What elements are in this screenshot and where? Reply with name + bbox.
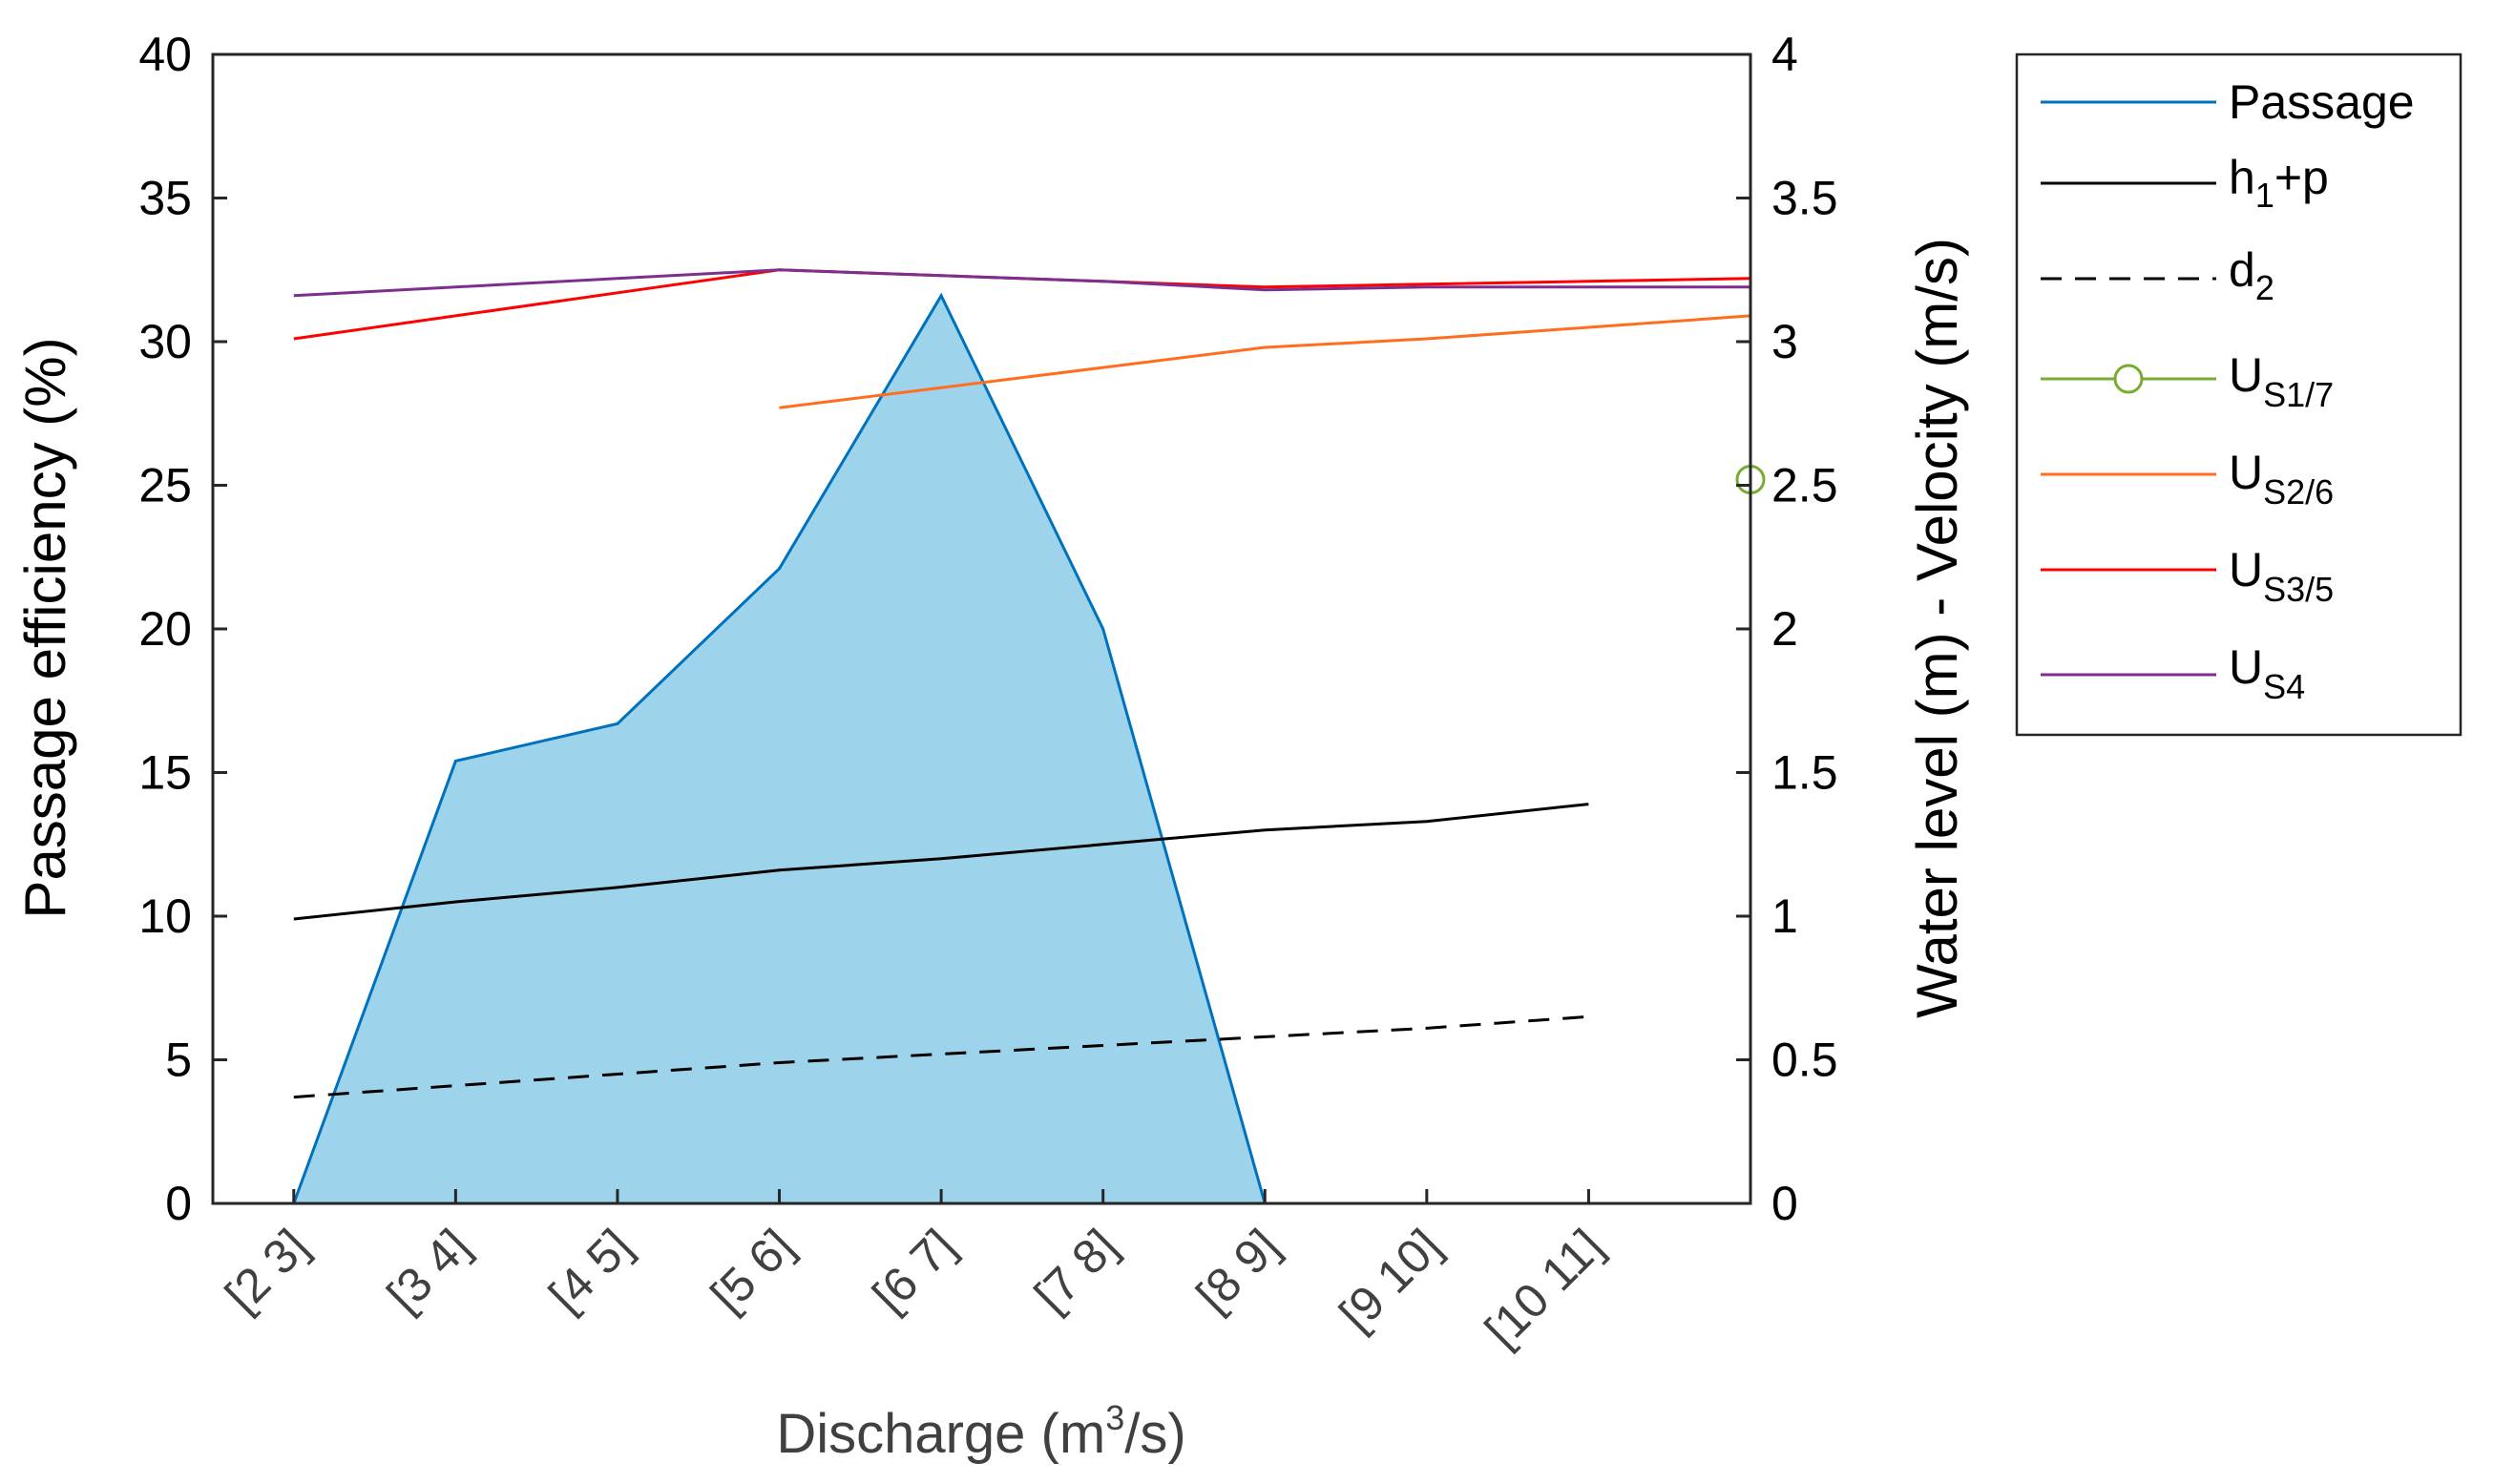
legend-label-us17-main: U xyxy=(2229,348,2263,402)
x-axis-title: Discharge (m3/s) xyxy=(776,1398,1185,1465)
x-tick-label-0: [2 3] xyxy=(215,1219,318,1322)
x-tick-label-3: [5 6] xyxy=(701,1219,804,1322)
x-axis-title-main: Discharge (m xyxy=(776,1403,1105,1465)
legend-label-us35: US3/5 xyxy=(2229,543,2334,609)
y-left-tick-label-0: 0 xyxy=(165,1177,192,1230)
legend-label-passage: Passage xyxy=(2229,75,2415,129)
legend-label-d2-main: d xyxy=(2229,243,2255,297)
y-left-tick-label-4: 20 xyxy=(138,602,192,656)
legend-label-us26-sub: S2/6 xyxy=(2263,472,2334,512)
y-right-tick-label-7: 3.5 xyxy=(1771,172,1838,225)
y-left-tick-label-1: 5 xyxy=(165,1034,192,1087)
y-left-tick-label-7: 35 xyxy=(138,172,192,225)
y-right-tick-label-2: 1 xyxy=(1771,889,1798,943)
legend-label-us17-sub: S1/7 xyxy=(2263,375,2334,414)
legend-label-h1p-sub: 1 xyxy=(2255,176,2274,215)
y-left-tick-label-8: 40 xyxy=(138,28,192,81)
x-axis-title-superscript: 3 xyxy=(1105,1398,1124,1437)
y-right-tick-label-6: 3 xyxy=(1771,315,1798,368)
series-h1p-line xyxy=(293,803,1589,921)
x-tick-label-8: [10 11] xyxy=(1475,1219,1613,1357)
y-right-tick-label-0: 0 xyxy=(1771,1177,1798,1230)
series-passage-point-3 xyxy=(778,567,782,571)
series-passage-area xyxy=(293,295,1589,1203)
series-us4-line xyxy=(293,268,1750,298)
legend-symbols xyxy=(2041,100,2216,677)
legend-label-d2: d2 xyxy=(2229,243,2274,307)
legend-label-us26-main: U xyxy=(2229,446,2263,499)
x-tick-label-2: [4 5] xyxy=(538,1219,641,1322)
x-tick-label-7: [9 10] xyxy=(1330,1219,1452,1341)
legend-label-us17: US1/7 xyxy=(2229,348,2334,414)
legend-label-us35-main: U xyxy=(2229,543,2263,596)
legend-label-us4-sub: S4 xyxy=(2263,667,2305,706)
legend-label-us26: US2/6 xyxy=(2229,446,2334,512)
legend-label-us4: US4 xyxy=(2229,640,2305,706)
series-passage-point-5 xyxy=(1101,627,1105,631)
series-passage-point-2 xyxy=(616,721,619,725)
y-left-tick-label-6: 30 xyxy=(138,315,192,368)
y-right-tick-label-1: 0.5 xyxy=(1771,1034,1838,1087)
y-right-tick-label-4: 2 xyxy=(1771,602,1798,656)
y-right-tick-label-8: 4 xyxy=(1771,28,1798,81)
y-right-tick-label-5: 2.5 xyxy=(1771,459,1838,512)
legend: Passage h1+p d2 US1/7 US2/6 US3/5 US4 xyxy=(2015,52,2463,737)
series-d2-line xyxy=(293,1014,1589,1099)
series-us35-line xyxy=(293,268,1751,341)
y-left-tick-label-5: 25 xyxy=(138,459,192,512)
x-tick-label-5: [7 8] xyxy=(1024,1219,1127,1322)
series-passage-point-1 xyxy=(453,759,457,763)
y-axis-left-title: Passage efficiency (%) xyxy=(13,337,77,918)
legend-marker-us17 xyxy=(2113,364,2144,394)
x-tick-label-4: [6 7] xyxy=(862,1219,965,1322)
y-axis-right-title: Water level (m) - Velocity (m/s) xyxy=(1905,238,1969,1018)
series-us26-line xyxy=(779,314,1751,409)
legend-label-d2-sub: 2 xyxy=(2255,268,2274,307)
series-layer xyxy=(292,268,1766,1205)
x-tick-label-1: [3 4] xyxy=(377,1219,480,1322)
legend-label-us4-main: U xyxy=(2229,640,2263,694)
legend-label-h1p: h1+p xyxy=(2229,151,2329,215)
series-passage-point-4 xyxy=(939,294,943,298)
y-left-tick-label-3: 15 xyxy=(138,746,192,800)
legend-label-h1p-post: +p xyxy=(2274,151,2329,204)
x-tick-label-6: [8 9] xyxy=(1186,1219,1289,1322)
legend-box xyxy=(2015,52,2463,737)
x-axis-title-tail: /s) xyxy=(1124,1403,1185,1465)
legend-label-us35-sub: S3/5 xyxy=(2263,570,2334,609)
y-left-tick-label-2: 10 xyxy=(138,889,192,943)
legend-label-h1p-main: h xyxy=(2229,151,2255,204)
y-right-tick-label-3: 1.5 xyxy=(1771,746,1838,800)
